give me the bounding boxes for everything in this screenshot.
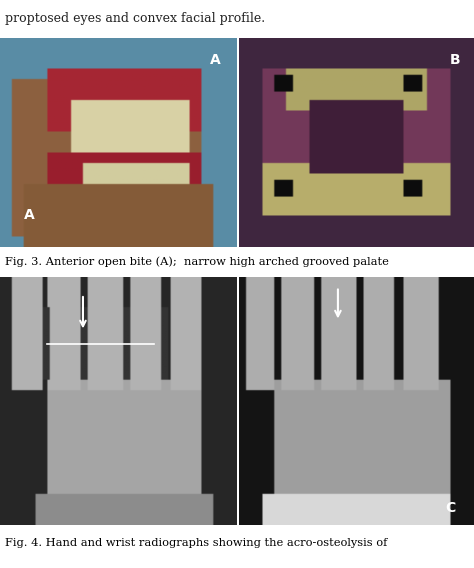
Text: B: B — [449, 53, 460, 66]
Text: C: C — [445, 502, 455, 515]
Text: A: A — [24, 208, 35, 222]
Text: A: A — [210, 53, 220, 66]
Text: proptosed eyes and convex facial profile.: proptosed eyes and convex facial profile… — [5, 12, 265, 25]
Text: Fig. 4. Hand and wrist radiographs showing the acro-osteolysis of: Fig. 4. Hand and wrist radiographs showi… — [5, 538, 387, 548]
Text: Fig. 3. Anterior open bite (A);  narrow high arched grooved palate: Fig. 3. Anterior open bite (A); narrow h… — [5, 257, 389, 267]
